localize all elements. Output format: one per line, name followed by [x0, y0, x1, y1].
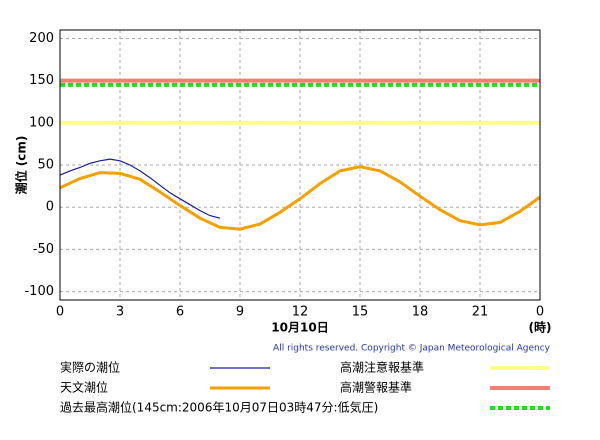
- x-tick-label: 18: [412, 305, 429, 320]
- x-tick-label: 15: [352, 305, 369, 320]
- y-tick-label: -100: [24, 284, 54, 299]
- x-tick-label: 0: [536, 305, 544, 320]
- y-tick-label: 150: [29, 73, 54, 88]
- y-tick-label: -50: [33, 242, 54, 257]
- x-tick-label: 6: [176, 305, 184, 320]
- legend-label: 過去最高潮位(145cm:2006年10月07日03時47分:低気圧): [60, 400, 378, 415]
- series-line: [59, 165, 541, 231]
- copyright: All rights reserved. Copyright © Japan M…: [273, 344, 551, 354]
- x-tick-label: 9: [236, 305, 244, 320]
- legend-label: 実際の潮位: [60, 360, 120, 375]
- x-axis-unit: (時): [529, 320, 552, 335]
- y-tick-label: 0: [46, 200, 54, 215]
- x-tick-label: 0: [56, 305, 64, 320]
- y-tick-label: 100: [29, 115, 54, 130]
- x-tick-label: 12: [292, 305, 309, 320]
- x-tick-label: 3: [116, 305, 124, 320]
- legend-label: 天文潮位: [60, 380, 108, 395]
- y-tick-label: 50: [37, 158, 54, 173]
- y-axis-label: 潮位 (cm): [14, 136, 29, 195]
- y-tick-label: 200: [29, 31, 54, 46]
- legend-label: 高潮注意報基準: [340, 360, 424, 375]
- series-line: [59, 158, 221, 219]
- x-axis-label: 10月10日: [271, 321, 328, 335]
- legend-label: 高潮警報基準: [340, 380, 412, 395]
- x-tick-label: 21: [472, 305, 489, 320]
- plot-border: [59, 29, 541, 301]
